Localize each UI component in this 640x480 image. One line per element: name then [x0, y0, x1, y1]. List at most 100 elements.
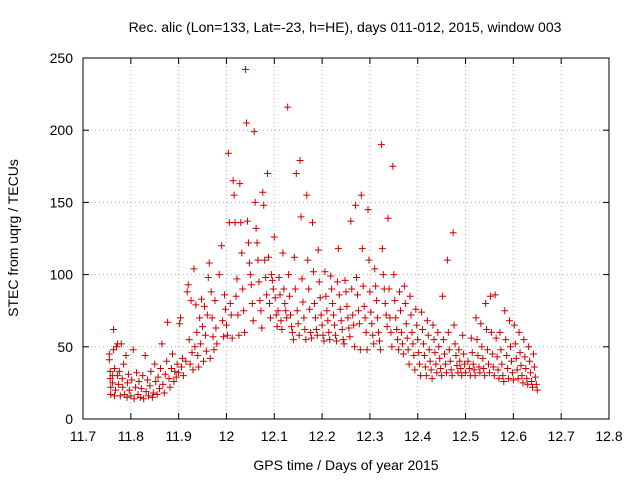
data-point: [160, 389, 168, 397]
data-point: [398, 340, 406, 348]
data-point: [394, 336, 402, 344]
data-point: [119, 383, 127, 391]
data-point: [365, 256, 373, 264]
data-point: [240, 307, 248, 315]
data-point: [177, 314, 185, 322]
data-point: [338, 325, 346, 333]
data-point: [253, 239, 261, 247]
data-point: [111, 364, 119, 372]
data-point: [287, 323, 295, 331]
data-point: [400, 282, 408, 290]
data-point: [292, 170, 300, 178]
data-point: [411, 366, 419, 374]
data-point: [343, 302, 351, 310]
data-point: [452, 351, 460, 359]
y-axis-label: STEC from uqrg / TECUs: [5, 159, 21, 317]
data-point: [265, 299, 273, 307]
data-point: [419, 325, 427, 333]
data-point: [432, 360, 440, 368]
data-point: [244, 239, 252, 247]
data-point: [477, 320, 485, 328]
data-point: [159, 380, 167, 388]
data-point: [310, 299, 318, 307]
data-point: [318, 321, 326, 329]
data-point: [412, 305, 420, 313]
data-point: [158, 340, 166, 348]
data-point: [502, 336, 510, 344]
data-point: [142, 388, 150, 396]
data-point: [112, 343, 120, 351]
data-point: [326, 336, 334, 344]
data-point: [441, 350, 449, 358]
data-point: [286, 292, 294, 300]
data-point: [458, 372, 466, 380]
data-point: [348, 285, 356, 293]
x-tick-label: 12.2: [308, 428, 335, 444]
data-point: [385, 285, 393, 293]
data-point: [330, 311, 338, 319]
data-point: [401, 299, 409, 307]
data-point: [328, 285, 336, 293]
data-point: [222, 321, 230, 329]
data-point: [264, 170, 272, 178]
data-point: [427, 366, 435, 374]
data-point: [361, 314, 369, 322]
data-point: [176, 320, 184, 328]
data-point: [421, 363, 429, 371]
data-point: [200, 302, 208, 310]
data-point: [172, 373, 180, 381]
data-point: [391, 297, 399, 305]
data-point: [523, 375, 531, 383]
data-point: [285, 271, 293, 279]
data-point: [256, 297, 264, 305]
data-point: [354, 307, 362, 315]
data-point: [130, 395, 138, 403]
data-point: [251, 198, 259, 206]
data-point: [515, 328, 523, 336]
data-point: [388, 343, 396, 351]
data-point: [127, 392, 135, 400]
data-point: [191, 343, 199, 351]
data-point: [359, 282, 367, 290]
data-point: [512, 354, 520, 362]
data-point: [449, 229, 457, 237]
data-point: [444, 328, 452, 336]
data-point: [424, 331, 432, 339]
data-point: [166, 383, 174, 391]
data-point: [402, 320, 410, 328]
data-point: [232, 292, 240, 300]
grid: [82, 57, 610, 420]
data-point: [272, 311, 280, 319]
data-point: [154, 373, 162, 381]
data-point: [397, 328, 405, 336]
data-point: [320, 337, 328, 345]
data-point: [228, 334, 236, 342]
data-point: [300, 314, 308, 322]
data-point: [355, 320, 363, 328]
data-point: [122, 351, 130, 359]
y-tick-label: 100: [50, 267, 74, 283]
data-point: [392, 314, 400, 322]
data-point: [148, 393, 156, 401]
data-point: [481, 372, 489, 380]
data-point: [249, 317, 257, 325]
data-point: [294, 320, 302, 328]
data-point: [133, 369, 141, 377]
data-point: [383, 323, 391, 331]
data-point: [236, 180, 244, 188]
data-point: [250, 128, 258, 136]
data-point: [514, 375, 522, 383]
data-point: [298, 275, 306, 283]
data-point: [213, 340, 221, 348]
y-axis: 0 50 100 150 200 250: [50, 50, 609, 427]
x-tick-label: 11.7: [70, 428, 96, 444]
data-point: [483, 325, 491, 333]
data-point: [297, 213, 305, 221]
data-point: [487, 328, 495, 336]
data-point: [261, 256, 269, 264]
data-point: [308, 334, 316, 342]
data-point: [151, 360, 159, 368]
data-point: [273, 323, 281, 331]
data-point: [265, 253, 273, 261]
